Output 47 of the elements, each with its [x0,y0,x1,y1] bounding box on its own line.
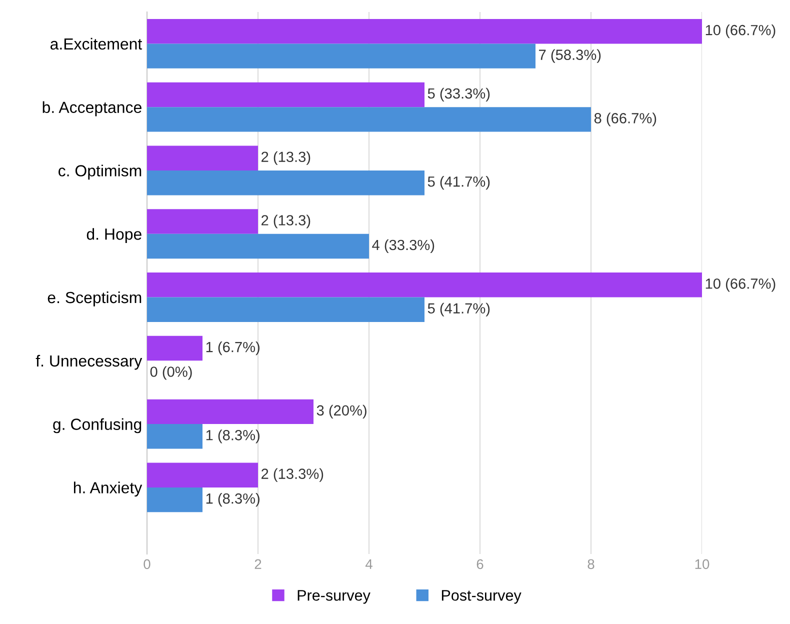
data-label: 10 (66.7%) [706,278,776,292]
bar [147,424,202,449]
data-label: 10 (66.7%) [706,24,776,38]
bar [147,44,536,68]
bar [147,462,258,488]
data-label: 8 (66.7%) [594,112,656,126]
x-tick-label: 0 [144,559,150,570]
data-label: 1 (6.7%) [206,341,260,356]
bar [147,107,591,132]
y-tick-label: g. Confusing [53,418,142,434]
x-tick-label: 8 [588,559,594,570]
bar [147,170,424,196]
bar [147,272,702,298]
bar [147,297,424,322]
data-label: 2 (13.3) [262,151,310,165]
bar [147,234,369,259]
bar [147,146,258,170]
bar [147,487,202,512]
bar [147,336,202,361]
data-label: 1 (8.3%) [206,493,260,507]
bar [147,209,258,234]
legend-label: Post-survey [442,590,522,604]
data-label: 5 (41.7%) [428,176,490,190]
y-tick-label: d. Hope [86,228,142,243]
y-tick-label: f. Unnecessary [36,354,142,370]
data-label: 1 (8.3%) [206,430,260,444]
x-tick-label: 6 [476,559,484,570]
y-tick-label: b. Acceptance [42,101,142,116]
data-label: 2 (13.3%) [262,468,324,482]
x-tick-label: 10 [695,559,710,570]
data-label: 0 (0%) [150,366,192,380]
legend-label: Pre-survey [298,590,370,604]
x-tick-label: 4 [365,559,372,569]
bar [147,82,424,108]
x-tick-label: 2 [254,559,262,569]
y-tick-label: a.Excitement [50,38,142,50]
bar [147,399,314,424]
y-tick-label: e. Scepticism [48,291,142,306]
bar [147,18,702,44]
data-label: 5 (33.3%) [428,88,490,102]
y-tick-label: h. Anxiety [74,482,142,497]
data-label: 5 (41.7%) [428,302,490,316]
y-tick-label: c. Optimism [58,164,142,180]
data-label: 3 (20%) [316,404,366,418]
data-label: 4 (33.3%) [372,239,434,254]
data-label: 7 (58.3%) [539,49,601,63]
data-label: 2 (13.3) [262,214,310,228]
